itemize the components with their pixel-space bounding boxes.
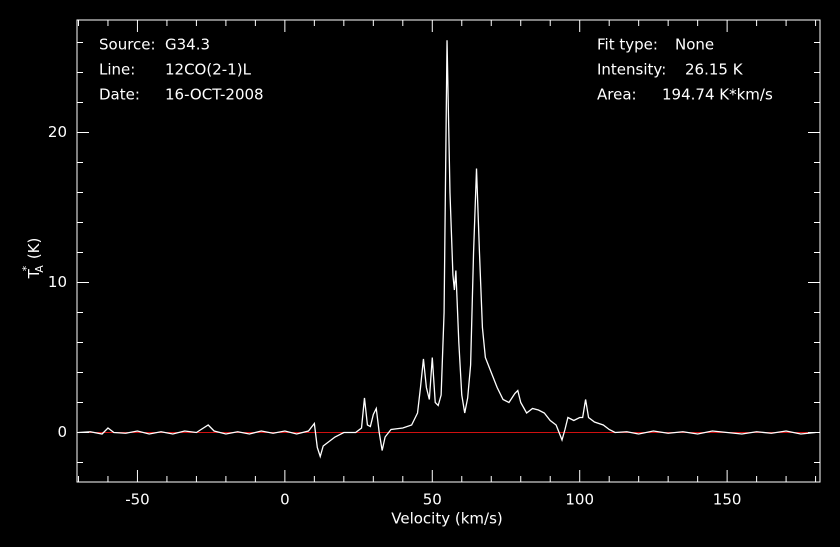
info-value: None: [675, 36, 714, 54]
info-value: 194.74 K*km/s: [662, 86, 773, 104]
info-value: G34.3: [165, 36, 210, 54]
x-tick-label: 100: [565, 491, 594, 509]
info-value: 16-OCT-2008: [165, 86, 264, 104]
y-label-sub: A: [33, 265, 46, 273]
y-tick-label: 0: [57, 423, 67, 441]
x-axis-label: Velocity (km/s): [391, 510, 502, 528]
y-label-sup: *: [20, 265, 33, 271]
y-axis-label: T*A (K): [20, 238, 46, 280]
info-label: Source:: [99, 36, 156, 54]
y-tick-label: 20: [48, 123, 67, 141]
info-value: 12CO(2-1)L: [165, 61, 252, 79]
info-label: Intensity:: [597, 61, 666, 79]
x-tick-label: 50: [423, 491, 442, 509]
plot-frame: [76, 19, 821, 483]
info-label: Date:: [99, 86, 140, 104]
y-tick-label: 10: [48, 273, 67, 291]
info-value: 26.15 K: [685, 61, 744, 79]
info-label: Area:: [597, 86, 637, 104]
x-tick-label: 150: [713, 491, 742, 509]
info-label: Fit type:: [597, 36, 658, 54]
x-tick-label: 0: [280, 491, 290, 509]
y-label-unit: (K): [25, 238, 43, 260]
x-tick-label: -50: [125, 491, 150, 509]
y-label-main: T: [25, 268, 43, 279]
info-label: Line:: [99, 61, 135, 79]
spectrum-line: [78, 40, 816, 459]
